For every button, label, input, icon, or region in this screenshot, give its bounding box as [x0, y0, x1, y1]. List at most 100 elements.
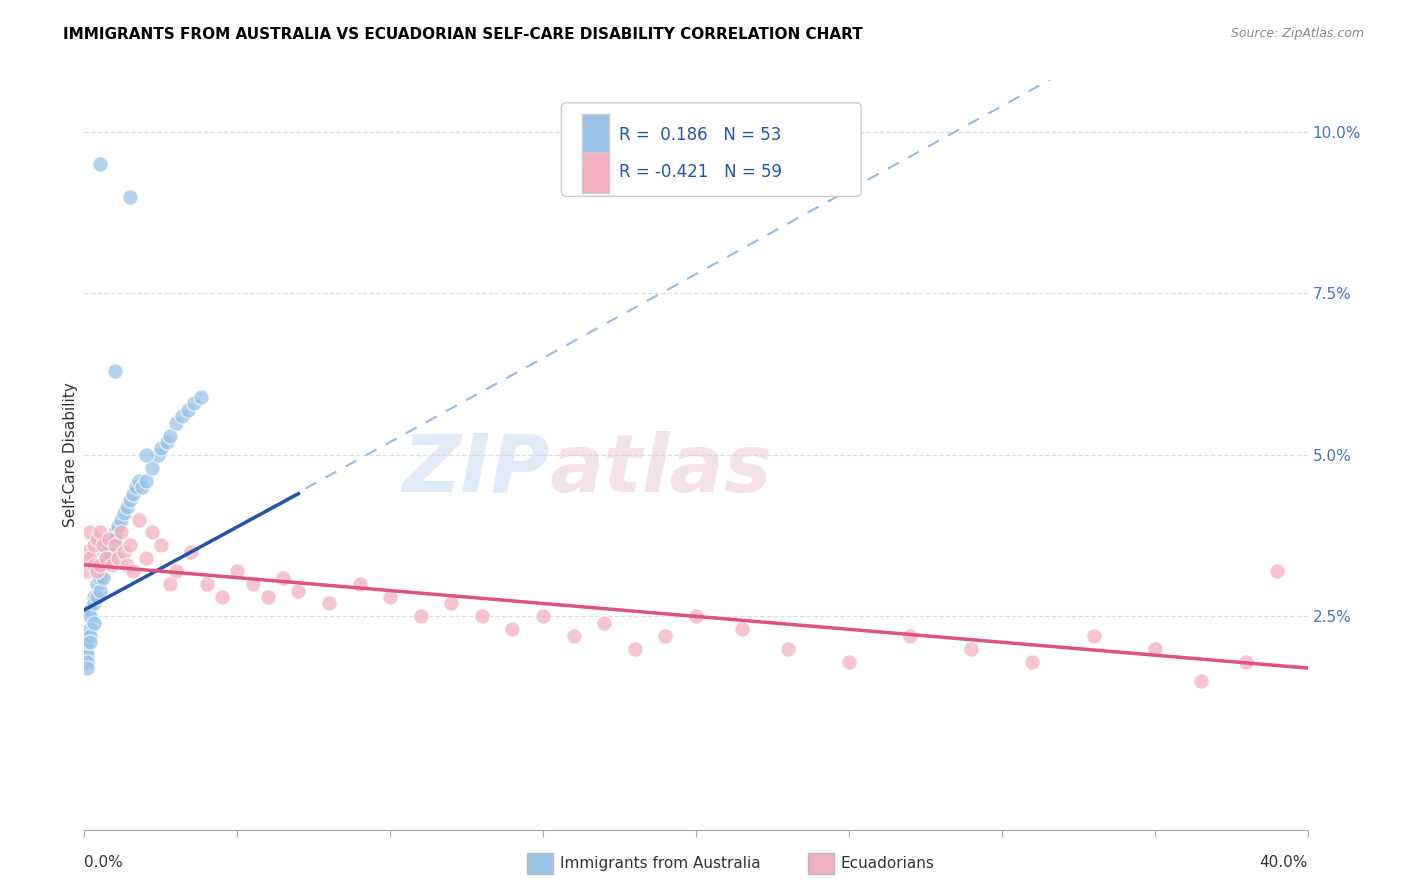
Text: Source: ZipAtlas.com: Source: ZipAtlas.com [1230, 27, 1364, 40]
Point [531, 609, 554, 624]
Point [731, 623, 754, 637]
Point [177, 402, 200, 417]
Point [159, 577, 181, 591]
Point [86, 564, 108, 578]
Point [776, 641, 799, 656]
Point [76, 648, 98, 662]
Point [318, 597, 340, 611]
Point [89, 571, 111, 585]
Point [89, 525, 111, 540]
Point [83, 615, 105, 630]
Point [79, 609, 101, 624]
Text: R =  0.186   N = 53: R = 0.186 N = 53 [619, 126, 782, 144]
Point [115, 500, 138, 514]
Point [156, 435, 179, 450]
Point [141, 525, 163, 540]
Point [125, 480, 148, 494]
Point [195, 577, 218, 591]
Point [135, 551, 157, 566]
Point [165, 416, 187, 430]
FancyBboxPatch shape [582, 152, 609, 193]
Point [112, 545, 135, 559]
Point [79, 635, 101, 649]
Point [685, 609, 707, 624]
Point [86, 577, 108, 591]
Point [104, 532, 127, 546]
Point [110, 512, 132, 526]
Point [1265, 564, 1288, 578]
Point [135, 474, 157, 488]
Point [97, 538, 120, 552]
Point [120, 493, 142, 508]
Point [409, 609, 432, 624]
Text: IMMIGRANTS FROM AUSTRALIA VS ECUADORIAN SELF-CARE DISABILITY CORRELATION CHART: IMMIGRANTS FROM AUSTRALIA VS ECUADORIAN … [63, 27, 863, 42]
FancyBboxPatch shape [561, 103, 860, 196]
Point [89, 583, 111, 598]
Point [1021, 655, 1043, 669]
Point [149, 538, 172, 552]
Point [349, 577, 371, 591]
Point [898, 629, 921, 643]
Point [1143, 641, 1166, 656]
Point [110, 525, 132, 540]
Point [83, 590, 105, 604]
Point [502, 623, 524, 637]
Point [79, 629, 101, 643]
Text: 40.0%: 40.0% [1260, 855, 1308, 871]
Point [91, 545, 114, 559]
Point [89, 157, 111, 171]
Point [141, 460, 163, 475]
Text: Immigrants from Australia: Immigrants from Australia [560, 856, 761, 871]
Y-axis label: Self-Care Disability: Self-Care Disability [63, 383, 77, 527]
Point [624, 641, 647, 656]
Point [838, 655, 860, 669]
Point [91, 538, 114, 552]
Point [146, 448, 169, 462]
Point [91, 558, 114, 572]
Point [79, 603, 101, 617]
Text: ZIP: ZIP [402, 431, 550, 509]
Point [211, 590, 233, 604]
Point [287, 583, 309, 598]
Point [593, 615, 616, 630]
Point [76, 635, 98, 649]
Point [440, 597, 463, 611]
Point [135, 448, 157, 462]
Point [257, 590, 280, 604]
Point [1083, 629, 1105, 643]
Point [76, 564, 98, 578]
FancyBboxPatch shape [582, 114, 609, 155]
Point [115, 558, 138, 572]
Point [101, 558, 124, 572]
Point [97, 532, 120, 546]
Point [172, 409, 194, 424]
Point [242, 577, 264, 591]
Point [122, 486, 145, 500]
Point [76, 655, 98, 669]
Point [180, 545, 202, 559]
Point [654, 629, 676, 643]
Text: Ecuadorians: Ecuadorians [841, 856, 935, 871]
Point [94, 551, 117, 566]
Point [86, 590, 108, 604]
Point [89, 558, 111, 572]
Point [120, 189, 142, 203]
Point [120, 538, 142, 552]
Point [104, 525, 127, 540]
Point [76, 629, 98, 643]
Point [104, 538, 127, 552]
Point [1236, 655, 1258, 669]
Point [104, 364, 127, 378]
Text: R = -0.421   N = 59: R = -0.421 N = 59 [619, 163, 782, 181]
Point [271, 571, 294, 585]
Point [107, 519, 129, 533]
Point [94, 545, 117, 559]
Point [380, 590, 402, 604]
Point [79, 623, 101, 637]
Point [190, 390, 212, 404]
Point [107, 551, 129, 566]
Point [76, 641, 98, 656]
Point [183, 396, 205, 410]
Text: 0.0%: 0.0% [84, 855, 124, 871]
Point [112, 506, 135, 520]
